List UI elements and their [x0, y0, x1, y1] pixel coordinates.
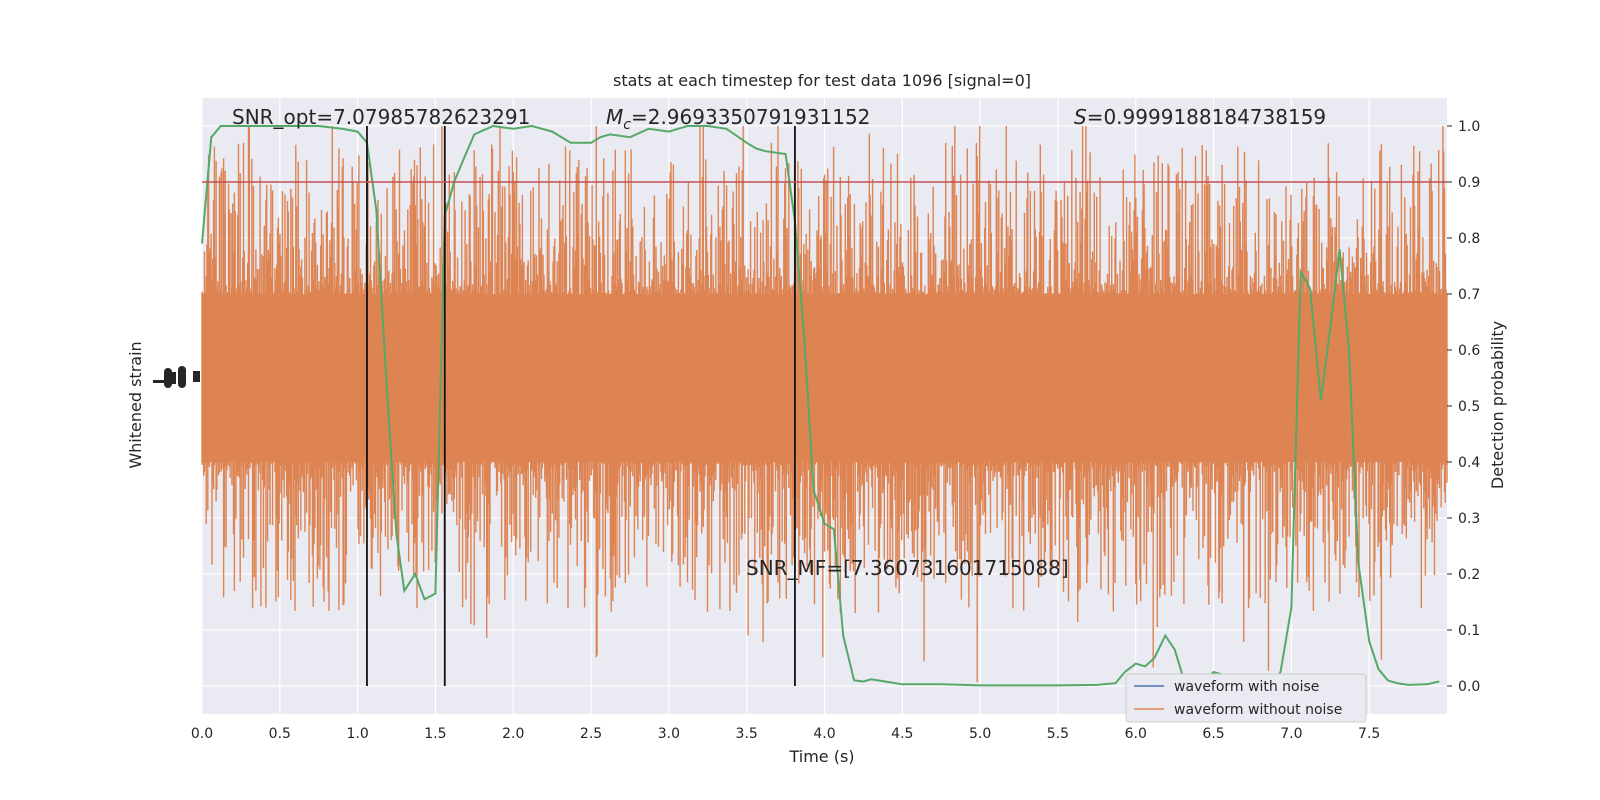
chirp-mass-subscript: c [623, 117, 631, 133]
detection-probability-line [201, 124, 1440, 688]
legend-label-with-noise: waveform with noise [1174, 679, 1319, 695]
y-right-axis-label: Detection probability [1488, 321, 1507, 489]
y-right-tick-label: 0.5 [1458, 399, 1480, 415]
x-tick-label: 3.5 [736, 726, 758, 742]
probability-series [201, 124, 1440, 688]
y-right-tick-label: 1.0 [1458, 119, 1480, 135]
x-tick-label: 5.5 [1047, 726, 1069, 742]
y-right-axis-ticks: 0.0 0.1 0.2 0.3 0.4 0.5 0.6 0.7 0.8 0.9 1.0 [1447, 119, 1480, 695]
s-value: =0.9999188184738159 [1087, 105, 1326, 129]
snr-mf-annotation: SNR_MF=[7.360731601715088] [746, 556, 1069, 580]
snr-opt-annotation: SNR_opt=7.07985782623291 [232, 105, 530, 129]
x-axis-ticks: 0.0 0.5 1.0 1.5 2.0 2.5 3.0 3.5 4.0 4.5 5.0 5.5 6.0 6… [191, 726, 1380, 742]
x-tick-label: 4.0 [813, 726, 835, 742]
chirp-mass-symbol: M [606, 105, 623, 129]
x-tick-label: 7.0 [1280, 726, 1302, 742]
y-right-tick-label: 0.6 [1458, 343, 1480, 359]
left-axis-tick-labels-overlapped [153, 366, 200, 388]
legend-box [1125, 673, 1367, 723]
chart-title: stats at each timestep for test data 109… [613, 71, 1031, 90]
x-tick-label: 0.5 [269, 726, 291, 742]
y-right-tick-label: 0.1 [1458, 623, 1480, 639]
y-right-tick-label: 0.9 [1458, 175, 1480, 191]
y-right-tick-label: 0.2 [1458, 567, 1480, 583]
x-axis-label: Time (s) [788, 747, 854, 766]
strain-series [201, 126, 1448, 683]
x-tick-label: 4.5 [891, 726, 913, 742]
x-tick-label: 5.0 [969, 726, 991, 742]
x-tick-label: 3.0 [658, 726, 680, 742]
x-tick-label: 6.0 [1125, 726, 1147, 742]
chirp-mass-value: =2.9693350791931152 [631, 105, 870, 129]
s-symbol: S [1074, 105, 1087, 129]
y-right-tick-label: 0.7 [1458, 287, 1480, 303]
chirp-mass-annotation: Mc=2.9693350791931152 [606, 105, 870, 133]
x-tick-label: 6.5 [1202, 726, 1224, 742]
x-tick-label: 0.0 [191, 726, 213, 742]
legend: waveform with noise waveform without noi… [1125, 673, 1367, 723]
y-right-tick-label: 0.8 [1458, 231, 1480, 247]
strain-waveform-without-noise [201, 126, 1448, 683]
y-left-axis-label: Whitened strain [126, 341, 145, 468]
y-right-tick-label: 0.0 [1458, 679, 1480, 695]
x-tick-label: 2.5 [580, 726, 602, 742]
x-tick-label: 7.5 [1358, 726, 1380, 742]
s-annotation: S=0.9999188184738159 [1074, 105, 1326, 129]
y-right-tick-label: 0.3 [1458, 511, 1480, 527]
overlays [202, 126, 1447, 686]
x-tick-label: 2.0 [502, 726, 524, 742]
x-tick-label: 1.0 [346, 726, 368, 742]
x-tick-label: 1.5 [424, 726, 446, 742]
y-right-tick-label: 0.4 [1458, 455, 1480, 471]
legend-label-without-noise: waveform without noise [1174, 702, 1342, 718]
